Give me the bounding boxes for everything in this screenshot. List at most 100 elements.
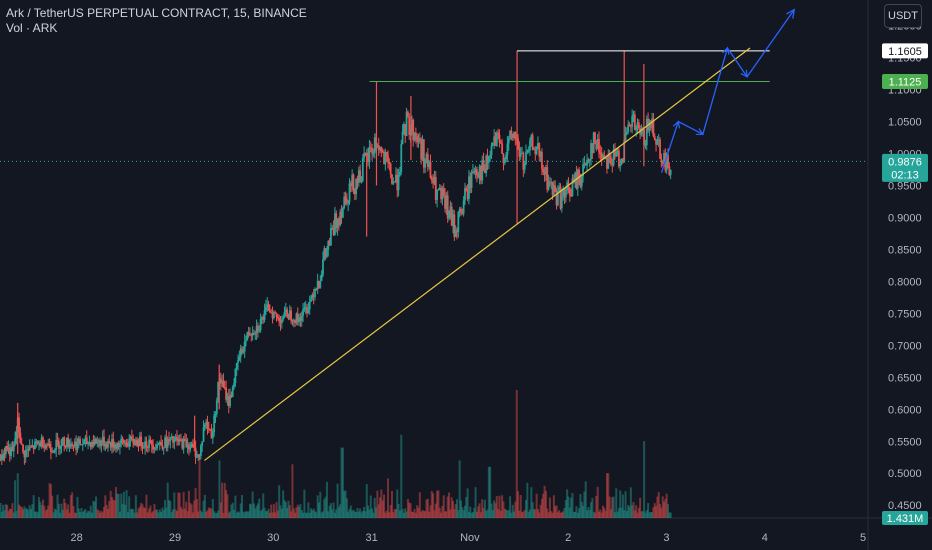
candle-body (331, 227, 334, 229)
candle-body (326, 249, 328, 257)
volume-bar (61, 509, 64, 518)
volume-bar (458, 460, 461, 518)
volume-bar (315, 512, 318, 518)
volume-bar (454, 504, 457, 518)
volume-bar (105, 504, 108, 518)
volume-bar (132, 509, 135, 518)
candle-body (445, 195, 448, 209)
candle-body (452, 214, 454, 226)
candle-body (335, 213, 338, 228)
candle-body (152, 445, 155, 450)
candle-body (507, 138, 510, 144)
volume-bar (218, 460, 221, 518)
volume-bar (430, 490, 433, 518)
candle-body (32, 445, 35, 450)
volume-bar (339, 504, 342, 518)
candle-body (229, 394, 231, 407)
volume-bar (164, 499, 167, 518)
x-tick-label: 28 (71, 532, 83, 544)
volume-bar (291, 464, 294, 518)
volume-indicator-label: Vol · ARK (6, 21, 58, 35)
candle-body (288, 310, 291, 319)
volume-bar (514, 501, 517, 518)
volume-bar (270, 504, 273, 518)
volume-bar (91, 512, 94, 518)
candle-body (85, 437, 88, 445)
candle-body (361, 158, 364, 181)
volume-bar (199, 510, 202, 518)
volume-bar (534, 509, 537, 518)
candle-body (201, 441, 204, 446)
volume-bar (414, 512, 417, 518)
candle-body (560, 195, 563, 209)
volume-bar (169, 501, 172, 518)
volume-bar (229, 511, 232, 518)
volume-bar (226, 494, 229, 518)
volume-bar (563, 507, 566, 518)
volume-bar (254, 508, 257, 518)
candle-body (43, 447, 46, 449)
candle-body (294, 320, 297, 323)
volume-bar (219, 502, 222, 518)
candle-body (517, 138, 519, 149)
volume-bar (664, 498, 667, 518)
candle-body (579, 180, 582, 187)
volume-bar (377, 504, 380, 518)
volume-bar (259, 510, 262, 518)
candle-body (485, 155, 488, 173)
volume-bar (418, 492, 421, 518)
candle-body (611, 163, 614, 166)
x-tick-label: 31 (365, 532, 377, 544)
volume-bar (548, 497, 551, 518)
candle-body (97, 440, 100, 442)
candle-body (525, 151, 527, 165)
candle-body (372, 153, 375, 155)
volume-bar (379, 497, 382, 518)
volume-bar (436, 490, 439, 518)
volume-bar (231, 502, 234, 518)
volume-bar (193, 500, 196, 518)
volume-bar (497, 509, 500, 518)
candle-body (52, 451, 55, 453)
volume-bar (166, 482, 169, 518)
candle-body (428, 161, 431, 167)
volume-bar (583, 491, 586, 518)
candle-body (364, 152, 367, 155)
volume-bar (481, 499, 484, 518)
candle-body (568, 187, 571, 196)
volume-bar (556, 512, 559, 518)
y-tick-label: 1.0500 (888, 117, 922, 129)
candle-body (77, 438, 80, 443)
volume-bar (77, 508, 80, 518)
candle-body (184, 438, 186, 441)
candle-body (481, 160, 484, 181)
volume-bar (233, 509, 236, 518)
currency-button[interactable]: USDT (884, 4, 922, 28)
volume-bar (456, 499, 459, 518)
x-tick-label: 4 (762, 532, 768, 544)
candle-body (161, 445, 164, 449)
candle-body (533, 149, 535, 151)
candle-body (526, 150, 529, 152)
volume-bar (142, 507, 145, 518)
volume-bar (621, 494, 624, 518)
candle-body (268, 310, 271, 313)
candle-body (620, 158, 623, 165)
candle-body (243, 341, 246, 352)
candle-body (497, 132, 500, 135)
candle-body (410, 119, 413, 132)
candle-body (227, 395, 230, 407)
candle-body (160, 442, 162, 446)
y-tick-label: 0.7000 (888, 340, 922, 352)
volume-bar (607, 473, 610, 518)
volume-bar (489, 466, 492, 518)
candle-body (327, 240, 330, 250)
candle-body (460, 208, 462, 213)
candle-body (442, 188, 445, 196)
volume-bar (201, 512, 204, 518)
candle-body (148, 439, 151, 448)
volume-bar (604, 510, 607, 518)
volume-bar (307, 502, 310, 518)
volume-bar (194, 487, 197, 518)
